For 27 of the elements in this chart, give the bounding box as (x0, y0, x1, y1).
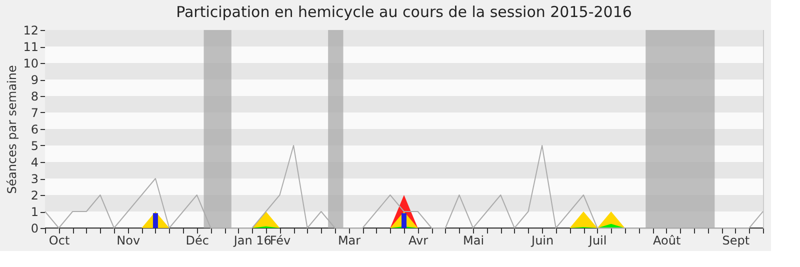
x-tick-label: Mai (463, 234, 484, 248)
x-tick-label: Juil (588, 234, 607, 248)
y-tick-label: 9 (30, 73, 38, 87)
y-tick-label: 2 (30, 188, 38, 202)
x-tick-label: Mar (338, 234, 361, 248)
y-tick-label: 8 (30, 90, 38, 104)
x-tick-label: Juin (530, 234, 554, 248)
y-tick-label: 4 (30, 156, 38, 170)
x-tick-label: Août (653, 234, 681, 248)
y-tick-label: 10 (23, 56, 38, 70)
y-tick-label: 3 (30, 172, 38, 186)
x-tick-label: Déc (186, 234, 209, 248)
y-tick-label: 7 (30, 106, 38, 120)
y-tick-label: 12 (23, 24, 38, 38)
y-tick-label: 5 (30, 139, 38, 153)
y-tick-label: 6 (30, 122, 38, 136)
y-tick-label: 0 (30, 222, 38, 236)
x-tick-label: Fév (270, 234, 291, 248)
chart-title: Participation en hemicycle au cours de la session 2015-2016 (176, 3, 632, 21)
x-tick-label: Sept (722, 234, 750, 248)
x-tick-label: Oct (48, 234, 70, 248)
y-tick-label: 1 (30, 205, 38, 219)
x-tick-label: Nov (116, 234, 140, 248)
x-tick-label: Avr (408, 234, 428, 248)
y-axis-title: Séances par semaine (5, 65, 20, 194)
y-tick-label: 11 (23, 40, 38, 54)
x-tick-label: Jan 16 (232, 234, 272, 248)
